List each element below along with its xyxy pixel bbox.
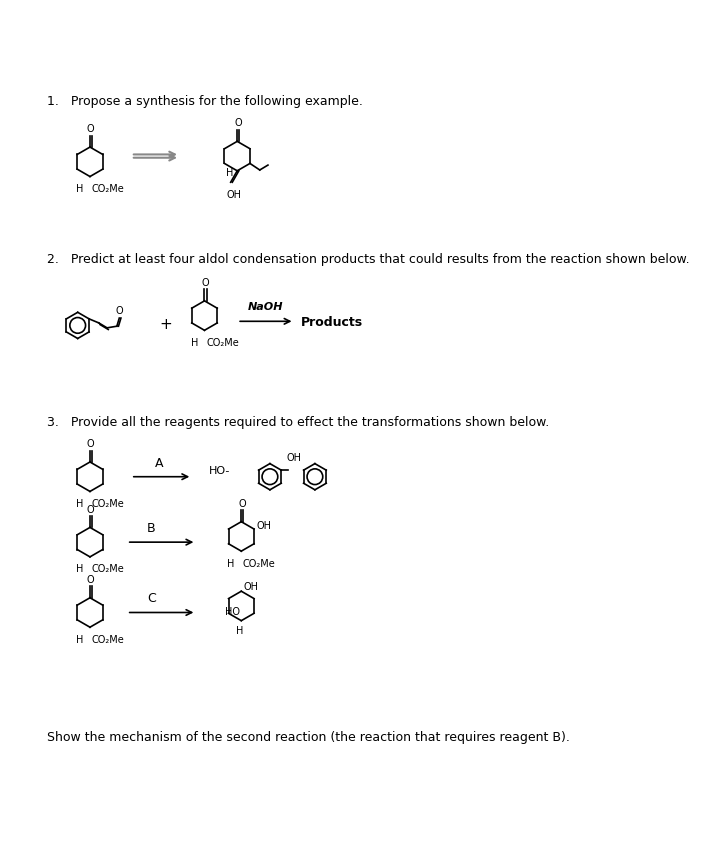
Text: 3.   Provide all the reagents required to effect the transformations shown below: 3. Provide all the reagents required to … <box>48 416 549 429</box>
Text: C: C <box>147 592 156 604</box>
Text: 2.   Predict at least four aldol condensation products that could results from t: 2. Predict at least four aldol condensat… <box>48 252 690 266</box>
Text: Products: Products <box>301 316 363 328</box>
Text: H: H <box>226 168 233 178</box>
Text: O: O <box>87 124 94 134</box>
Text: H: H <box>76 184 84 194</box>
Text: O: O <box>234 118 242 128</box>
Text: H: H <box>228 558 235 568</box>
Text: CO₂Me: CO₂Me <box>91 634 125 644</box>
Text: A: A <box>156 456 163 469</box>
Text: O: O <box>87 504 94 514</box>
Text: NaOH: NaOH <box>248 302 284 312</box>
Text: CO₂Me: CO₂Me <box>206 338 239 348</box>
Text: CO₂Me: CO₂Me <box>91 564 125 574</box>
Text: H: H <box>191 338 198 348</box>
Text: O: O <box>87 574 94 584</box>
Text: H: H <box>76 634 84 644</box>
Text: HO: HO <box>225 606 240 616</box>
Text: H: H <box>76 564 84 574</box>
Text: Show the mechanism of the second reaction (the reaction that requires reagent B): Show the mechanism of the second reactio… <box>48 730 570 744</box>
Text: O: O <box>87 439 94 448</box>
Text: H: H <box>76 499 84 508</box>
Text: H: H <box>236 625 243 635</box>
Text: HO-: HO- <box>209 466 230 476</box>
Text: CO₂Me: CO₂Me <box>243 558 276 568</box>
Text: B: B <box>147 522 156 534</box>
Text: OH: OH <box>287 452 301 463</box>
Text: +: + <box>160 316 172 332</box>
Text: CO₂Me: CO₂Me <box>91 499 125 508</box>
Text: O: O <box>115 306 123 316</box>
Text: O: O <box>202 278 209 288</box>
Text: O: O <box>238 498 246 508</box>
Text: OH: OH <box>226 190 241 199</box>
Text: CO₂Me: CO₂Me <box>91 184 125 194</box>
Text: OH: OH <box>244 582 258 592</box>
Text: OH: OH <box>256 521 271 530</box>
Text: 1.   Propose a synthesis for the following example.: 1. Propose a synthesis for the following… <box>48 95 364 108</box>
